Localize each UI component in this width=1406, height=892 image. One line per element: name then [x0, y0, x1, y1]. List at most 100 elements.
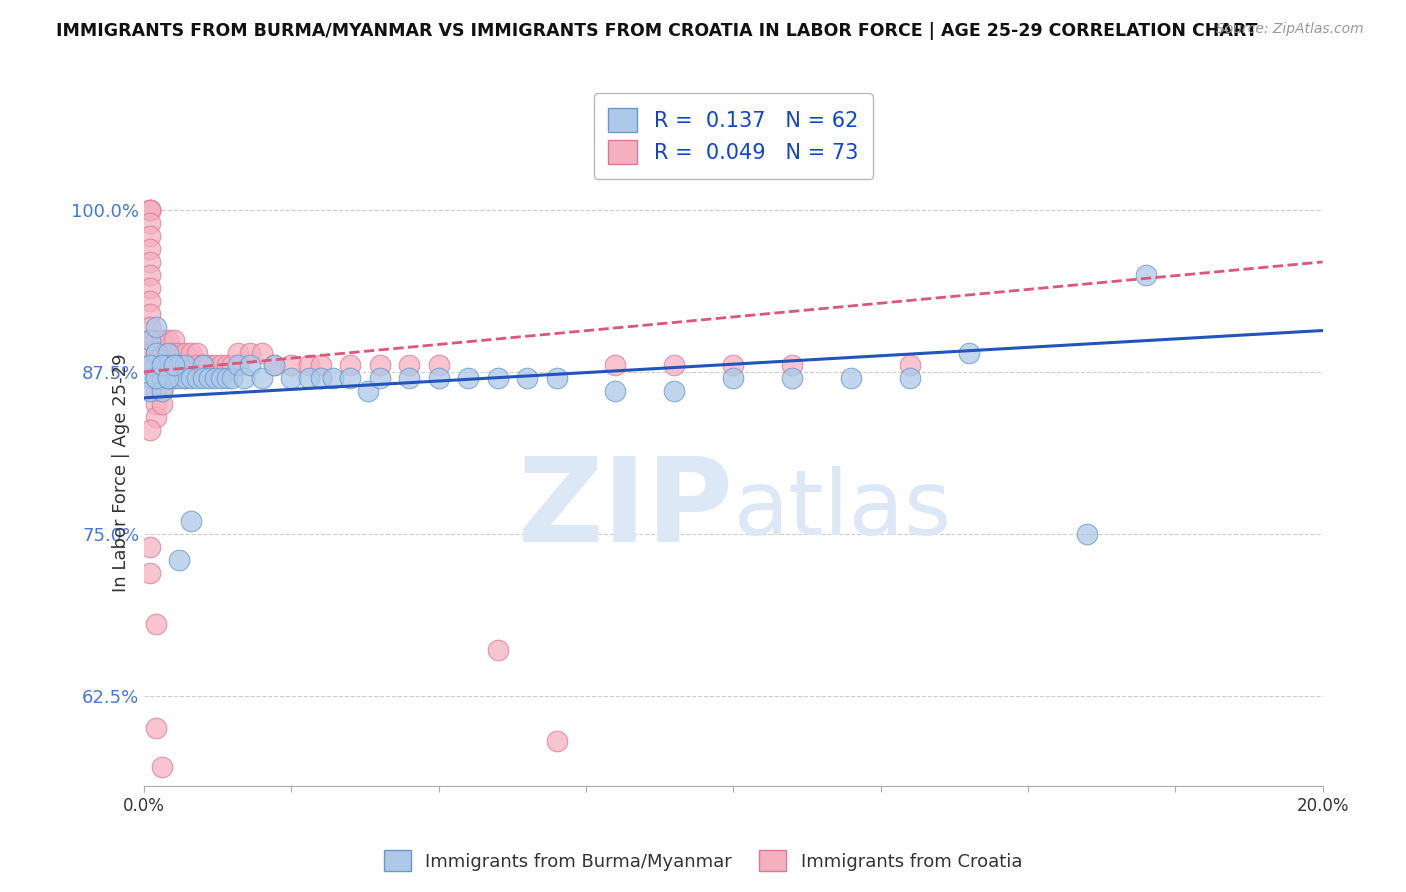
- Point: [145, 371, 167, 385]
- Point: [145, 359, 167, 373]
- Point: [139, 359, 162, 373]
- Point: [139, 268, 162, 282]
- Point: [357, 384, 380, 399]
- Point: [180, 514, 202, 528]
- Text: Source: ZipAtlas.com: Source: ZipAtlas.com: [1216, 22, 1364, 37]
- Point: [139, 203, 162, 218]
- Point: [145, 371, 167, 385]
- Point: [169, 371, 191, 385]
- Point: [145, 319, 167, 334]
- Point: [546, 734, 568, 748]
- Point: [723, 359, 745, 373]
- Point: [174, 359, 197, 373]
- Point: [191, 359, 214, 373]
- Point: [169, 345, 191, 359]
- Point: [162, 371, 184, 385]
- Point: [198, 371, 221, 385]
- Point: [139, 540, 162, 554]
- Point: [250, 345, 273, 359]
- Point: [263, 359, 285, 373]
- Point: [780, 371, 803, 385]
- Point: [198, 359, 221, 373]
- Point: [150, 333, 173, 347]
- Point: [145, 345, 167, 359]
- Point: [150, 384, 173, 399]
- Point: [186, 359, 208, 373]
- Point: [139, 255, 162, 269]
- Point: [156, 371, 179, 385]
- Point: [186, 371, 208, 385]
- Point: [186, 345, 208, 359]
- Point: [156, 371, 179, 385]
- Point: [145, 721, 167, 735]
- Point: [221, 359, 243, 373]
- Point: [239, 359, 262, 373]
- Point: [191, 359, 214, 373]
- Point: [156, 359, 179, 373]
- Point: [1135, 268, 1157, 282]
- Point: [209, 371, 232, 385]
- Point: [664, 384, 686, 399]
- Point: [957, 345, 980, 359]
- Point: [169, 359, 191, 373]
- Point: [156, 345, 179, 359]
- Point: [322, 371, 344, 385]
- Text: IMMIGRANTS FROM BURMA/MYANMAR VS IMMIGRANTS FROM CROATIA IN LABOR FORCE | AGE 25: IMMIGRANTS FROM BURMA/MYANMAR VS IMMIGRA…: [56, 22, 1258, 40]
- Point: [162, 371, 184, 385]
- Point: [139, 319, 162, 334]
- Point: [150, 359, 173, 373]
- Point: [228, 345, 250, 359]
- Point: [139, 345, 162, 359]
- Point: [150, 384, 173, 399]
- Point: [664, 359, 686, 373]
- Point: [233, 371, 256, 385]
- Point: [145, 617, 167, 632]
- Point: [156, 345, 179, 359]
- Point: [156, 371, 179, 385]
- Point: [191, 371, 214, 385]
- Point: [605, 384, 627, 399]
- Point: [180, 371, 202, 385]
- Point: [723, 371, 745, 385]
- Point: [204, 371, 226, 385]
- Point: [139, 203, 162, 218]
- Point: [339, 359, 361, 373]
- Point: [427, 359, 450, 373]
- Point: [215, 371, 238, 385]
- Point: [368, 359, 391, 373]
- Text: ZIP: ZIP: [517, 452, 734, 567]
- Point: [139, 281, 162, 295]
- Point: [150, 397, 173, 411]
- Point: [780, 359, 803, 373]
- Point: [221, 371, 243, 385]
- Point: [228, 359, 250, 373]
- Point: [150, 345, 173, 359]
- Point: [457, 371, 479, 385]
- Point: [162, 333, 184, 347]
- Point: [1076, 526, 1098, 541]
- Point: [546, 371, 568, 385]
- Point: [145, 397, 167, 411]
- Point: [427, 371, 450, 385]
- Point: [150, 359, 173, 373]
- Legend: R =  0.137   N = 62, R =  0.049   N = 73: R = 0.137 N = 62, R = 0.049 N = 73: [593, 94, 873, 179]
- Point: [398, 359, 420, 373]
- Point: [839, 371, 862, 385]
- Point: [145, 410, 167, 425]
- Point: [145, 345, 167, 359]
- Y-axis label: In Labor Force | Age 25-29: In Labor Force | Age 25-29: [112, 353, 131, 591]
- Point: [898, 359, 921, 373]
- Point: [162, 359, 184, 373]
- Point: [215, 359, 238, 373]
- Point: [139, 242, 162, 256]
- Point: [298, 359, 321, 373]
- Point: [139, 229, 162, 244]
- Point: [239, 345, 262, 359]
- Point: [139, 359, 162, 373]
- Point: [486, 643, 509, 657]
- Point: [139, 371, 162, 385]
- Point: [169, 552, 191, 566]
- Point: [145, 371, 167, 385]
- Point: [139, 307, 162, 321]
- Point: [298, 371, 321, 385]
